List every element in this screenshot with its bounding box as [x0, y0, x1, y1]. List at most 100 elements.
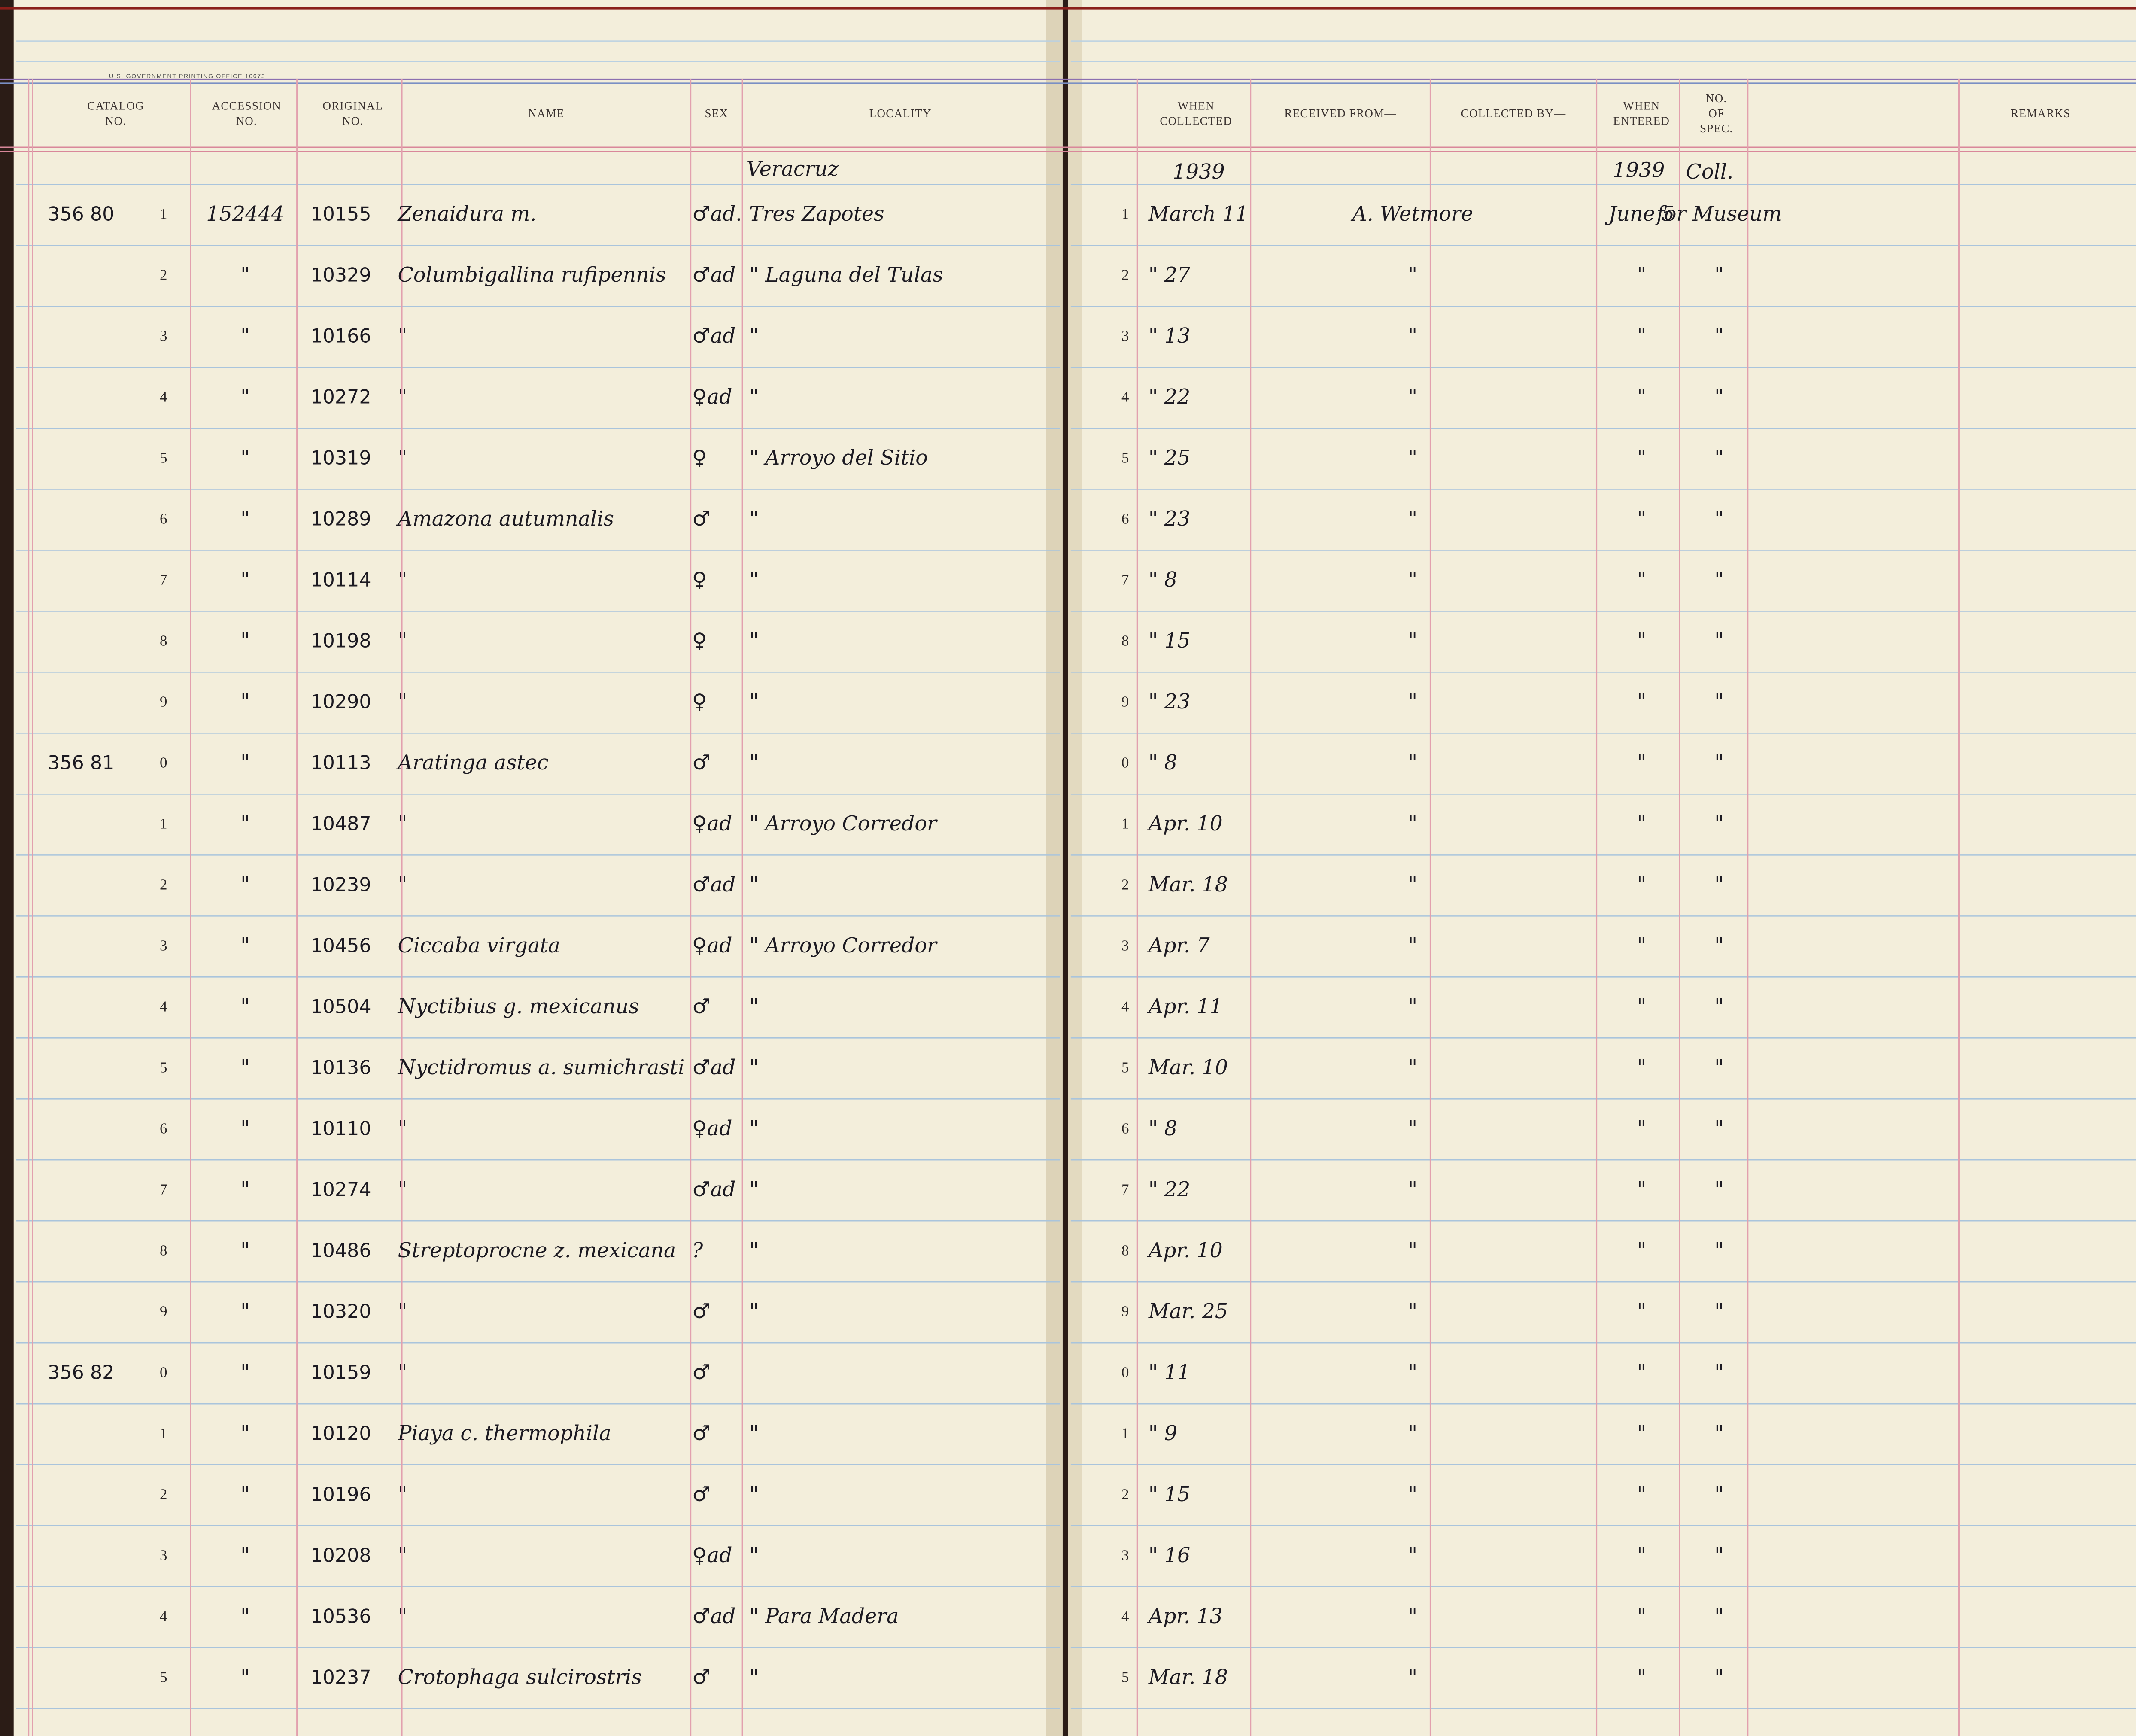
- cell-name: ": [398, 385, 407, 409]
- cell-idx: 8: [160, 1242, 167, 1259]
- cell-spec: for Museum: [1655, 202, 1782, 226]
- column-header: No.: [1706, 92, 1727, 105]
- cell-locality: ": [749, 751, 759, 775]
- cell-entered: ": [1637, 1056, 1646, 1079]
- cell-spec: ": [1714, 1117, 1724, 1140]
- cell-idx: 2: [1121, 876, 1129, 893]
- cell-date: Mar. 18: [1148, 1666, 1228, 1689]
- cell-accession: ": [240, 568, 250, 592]
- cell-entered: ": [1637, 751, 1646, 775]
- cell-sex: ♂: [692, 751, 711, 775]
- cell-name: ": [398, 568, 407, 592]
- cell-received: ": [1408, 1483, 1417, 1506]
- cell-sex: ♂ad: [692, 263, 735, 287]
- cell-idx: 5: [1121, 1669, 1129, 1685]
- cell-idx: 1: [1121, 206, 1129, 222]
- cell-date: " 8: [1149, 751, 1177, 775]
- cell-spec: ": [1714, 751, 1724, 775]
- cell-accession: ": [240, 690, 250, 714]
- cell-date: " 8: [1149, 568, 1177, 592]
- cell-idx: 0: [1121, 754, 1129, 771]
- cell-received: ": [1408, 812, 1417, 836]
- cell-locality: ": [749, 1483, 759, 1506]
- cell-original: 10487: [310, 813, 371, 835]
- cell-date: Apr. 10: [1147, 812, 1223, 836]
- cell-idx: 9: [1121, 1303, 1129, 1319]
- cell-date: " 27: [1149, 263, 1191, 287]
- cell-original: 10272: [310, 386, 371, 408]
- column-header: No.: [342, 115, 363, 128]
- cell-locality: ": [749, 324, 759, 348]
- cell-date: Mar. 25: [1148, 1300, 1228, 1323]
- cell-spec: ": [1714, 995, 1724, 1018]
- cell-original: 10536: [310, 1605, 371, 1627]
- cell-locality: ": [749, 1178, 759, 1201]
- cell-entered: ": [1637, 1605, 1646, 1628]
- cell-original: 10456: [310, 935, 371, 957]
- cell-locality: " Arroyo Corredor: [749, 934, 938, 958]
- cell-locality: ": [749, 1056, 759, 1079]
- cell-entered: ": [1637, 1300, 1646, 1323]
- cell-idx: 5: [160, 450, 167, 466]
- cell-idx: 1: [160, 1425, 167, 1441]
- cell-accession: ": [240, 1239, 250, 1262]
- column-header: Catalog: [87, 100, 144, 112]
- cell-idx: 6: [160, 1120, 167, 1137]
- cell-received: ": [1408, 385, 1417, 409]
- cell-accession: ": [240, 1361, 250, 1384]
- cell-accession: ": [240, 751, 250, 775]
- cell-locality: Tres Zapotes: [749, 202, 884, 226]
- cell-sex: ♂: [692, 1300, 711, 1323]
- cell-locality: ": [749, 1422, 759, 1445]
- cell-entered: ": [1637, 1361, 1646, 1384]
- cell-date: " 25: [1149, 446, 1191, 470]
- cell-sex: ♀ad: [692, 1544, 732, 1567]
- left-page: [13, 0, 1063, 1736]
- cell-idx: 5: [1121, 450, 1129, 466]
- cell-date: March 11: [1148, 202, 1249, 226]
- cell-idx: 0: [160, 754, 167, 771]
- cell-catalog: 356 81: [48, 752, 114, 774]
- right-page: [1068, 0, 2136, 1736]
- cell-name: ": [398, 1117, 407, 1140]
- cell-entered: ": [1637, 812, 1646, 836]
- cell-name: Aratinga astec: [396, 751, 548, 775]
- cell-spec: ": [1714, 1178, 1724, 1201]
- cell-entered: ": [1637, 1239, 1646, 1262]
- cell-date: " 23: [1149, 690, 1191, 714]
- cell-date: " 22: [1149, 1178, 1191, 1201]
- column-header: Collected by—: [1461, 107, 1566, 120]
- cell-received: ": [1408, 934, 1417, 958]
- cell-received: ": [1408, 873, 1417, 897]
- cell-received: ": [1408, 1117, 1417, 1140]
- cell-accession: ": [240, 1117, 250, 1140]
- cell-received: ": [1408, 263, 1417, 287]
- cell-original: 10159: [310, 1362, 371, 1383]
- cell-idx: 3: [160, 937, 167, 954]
- cell-name: Amazona autumnalis: [396, 507, 614, 531]
- cell-name: Nyctibius g. mexicanus: [397, 995, 639, 1018]
- column-header: When: [1178, 100, 1215, 112]
- cell-name: ": [398, 690, 407, 714]
- cell-date: Mar. 18: [1148, 873, 1228, 897]
- cell-received: A. Wetmore: [1350, 202, 1473, 226]
- cell-locality: ": [749, 629, 759, 653]
- cell-date: " 11: [1149, 1361, 1191, 1384]
- cell-sex: ♂ad.: [692, 202, 742, 226]
- cell-received: ": [1408, 1178, 1417, 1201]
- cell-entered: ": [1637, 690, 1646, 714]
- column-header: Entered: [1613, 115, 1670, 128]
- cell-accession: 152444: [206, 202, 284, 226]
- cell-idx: 8: [1121, 632, 1129, 649]
- cell-spec: ": [1714, 1056, 1724, 1079]
- cell-received: ": [1408, 751, 1417, 775]
- cell-entered: ": [1637, 385, 1646, 409]
- cell-accession: ": [240, 1422, 250, 1445]
- column-header: Accession: [212, 100, 281, 112]
- cell-entered: ": [1637, 507, 1646, 531]
- cell-entered: ": [1637, 934, 1646, 958]
- cell-sex: ♂ad: [692, 1178, 735, 1201]
- cell-original: 10110: [310, 1118, 371, 1140]
- cell-original: 10329: [310, 265, 371, 286]
